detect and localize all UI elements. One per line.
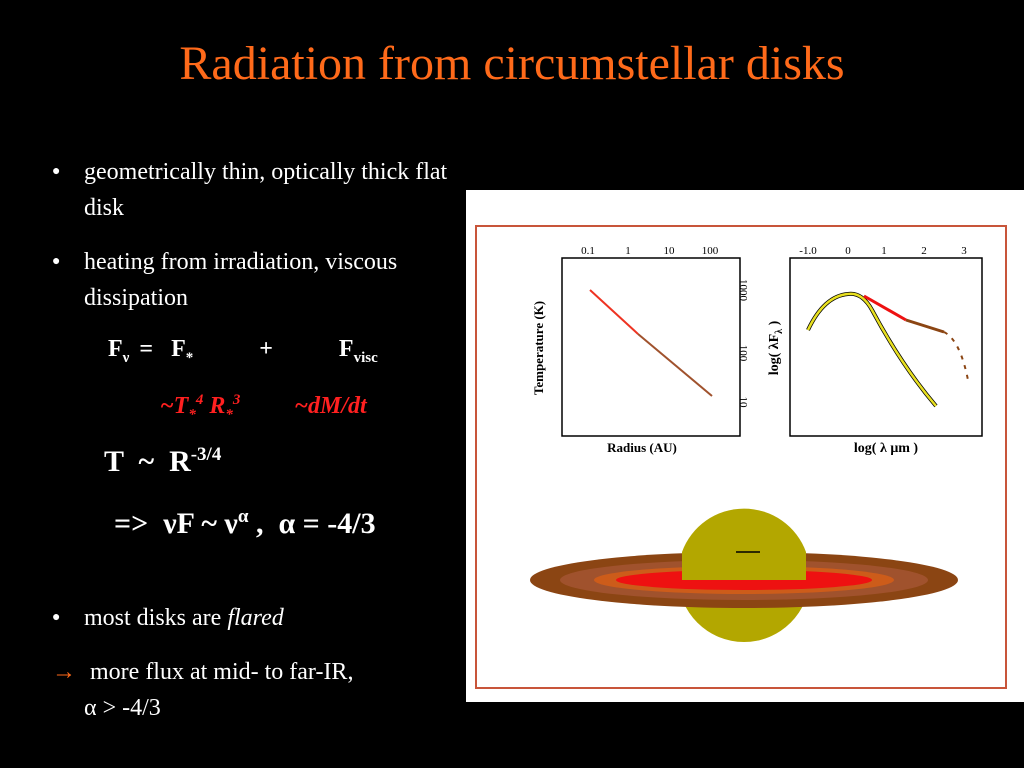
- temperature-relation: T ~ R-3/4: [104, 444, 221, 479]
- bullet-marker: ●: [52, 254, 61, 269]
- disk-illustration: [530, 508, 958, 642]
- f-star: F: [171, 336, 186, 362]
- temperature-curve-cool: [637, 333, 713, 397]
- star-sub: *: [188, 406, 196, 423]
- conclusion-item: → more flux at mid- to far-IR, α > -4/3: [52, 654, 452, 726]
- ylabel-end: ): [767, 320, 782, 329]
- bullet-heating: ● heating from irradiation, viscous diss…: [52, 244, 452, 316]
- conclusion-text: more flux at mid- to far-IR,: [84, 659, 354, 685]
- figure-panel: 0.1 1 10 100 1000 100 10 Temperature (K)…: [466, 190, 1024, 702]
- tick-label: 1000: [737, 279, 749, 302]
- temperature-curve-hot: [589, 289, 639, 335]
- bullet-text: geometrically thin, optically thick flat…: [84, 159, 448, 221]
- star-upper-half: [682, 508, 806, 580]
- tick-label: 100: [702, 245, 719, 257]
- t-r-exponent: -3/4: [190, 444, 222, 465]
- power-4: 4: [195, 392, 204, 408]
- tick-label: 0.1: [581, 245, 595, 257]
- figure-border: [475, 225, 1007, 689]
- tstar-term: ~T: [160, 393, 189, 419]
- plus-sign: +: [259, 336, 273, 362]
- sed-curve-disk-dashed: [943, 331, 969, 381]
- star-subscript: *: [185, 349, 194, 366]
- nuf-text: νF ~ ν: [163, 507, 238, 540]
- bullet-text: heating from irradiation, viscous dissip…: [84, 249, 398, 311]
- tick-label: 0: [845, 245, 851, 257]
- star-sub: *: [225, 406, 233, 423]
- accretion-term: ~dM/dt: [294, 393, 367, 419]
- t-r-text: T ~ R: [104, 445, 191, 478]
- y-axis-label: log( λFλ ): [767, 320, 785, 375]
- power-3: 3: [232, 392, 241, 408]
- rstar-term: R: [203, 393, 226, 419]
- tick-label: 1: [625, 245, 631, 257]
- sed-curve-disk-brown: [905, 318, 945, 334]
- equals-sign: =: [139, 336, 154, 362]
- x-axis-label: Radius (AU): [607, 440, 677, 455]
- tick-label: 2: [921, 245, 927, 257]
- implies-arrow: =>: [114, 507, 164, 540]
- alpha-exponent: α: [237, 506, 249, 527]
- plot-frame: [561, 257, 741, 437]
- sed-curve-disk-red: [863, 294, 907, 322]
- y-axis-label: Temperature (K): [531, 301, 546, 395]
- bullet-text: most disks are: [84, 605, 228, 631]
- x-axis-label: log( λ μm ): [854, 441, 919, 456]
- tick-label: 10: [737, 397, 749, 409]
- f-symbol: F: [108, 336, 123, 362]
- right-arrow-icon: →: [52, 659, 76, 685]
- slide-title: Radiation from circumstellar disks: [179, 37, 845, 90]
- ylabel-main: log( λF: [767, 334, 782, 375]
- bullet-marker: ●: [52, 164, 61, 179]
- visc-subscript: visc: [353, 349, 378, 366]
- flux-equation: Fν = F* + Fvisc: [108, 336, 378, 367]
- tick-label: 100: [737, 345, 749, 362]
- nu-subscript: ν: [122, 349, 130, 366]
- tick-label: 10: [664, 245, 676, 257]
- disk-figure: 0.1 1 10 100 1000 100 10 Temperature (K)…: [475, 225, 1007, 689]
- bullet-flared: ● most disks are flared: [52, 600, 452, 636]
- alpha-relation: => νF ~ να , α = -4/3: [114, 506, 376, 541]
- alpha-value: , α = -4/3: [248, 507, 376, 540]
- ylabel-sub: λ: [774, 329, 785, 334]
- f-visc: F: [338, 336, 354, 362]
- temperature-plot: 0.1 1 10 100 1000 100 10 Temperature (K)…: [531, 245, 749, 455]
- tick-label: -1.0: [799, 245, 817, 257]
- tick-label: 1: [881, 245, 887, 257]
- flared-emphasis: flared: [227, 605, 284, 631]
- sed-curve-star-fill: [806, 292, 937, 407]
- flux-terms: ~T*4 R*3 ~dM/dt: [160, 392, 367, 424]
- conclusion-alpha: α > -4/3: [84, 695, 161, 721]
- tick-label: 3: [961, 245, 967, 257]
- plot-frame: [789, 257, 983, 437]
- sed-plot: -1.0 0 1 2 3 log( λFλ ) log( λ μm ): [767, 245, 983, 456]
- bullet-thin-disk: ● geometrically thin, optically thick fl…: [52, 154, 452, 226]
- bullet-marker: ●: [52, 610, 61, 625]
